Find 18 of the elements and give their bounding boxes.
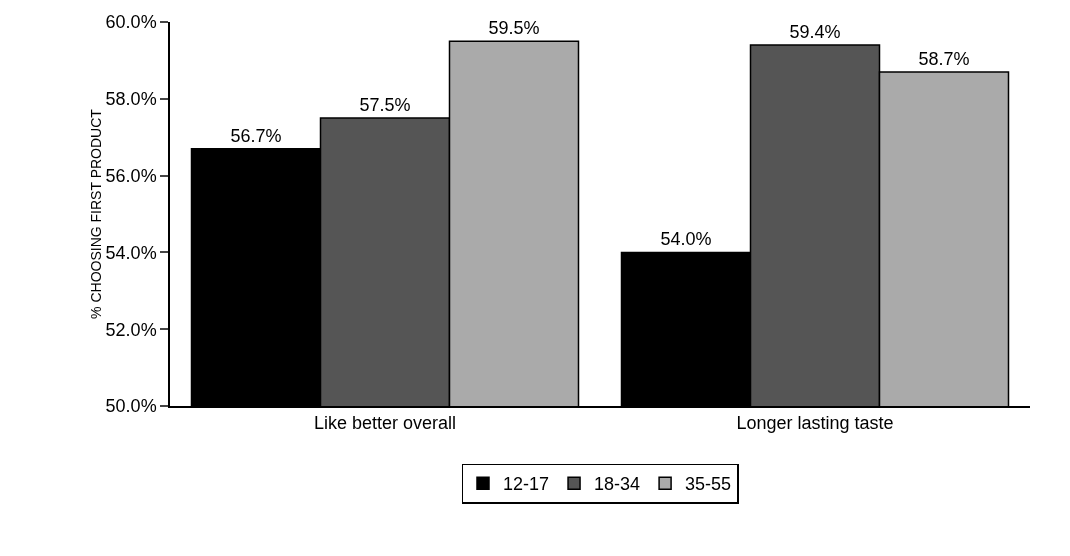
x-tick-label: Longer lasting taste xyxy=(736,413,894,434)
y-tick-label: 60.0% xyxy=(105,12,157,33)
y-tick-label: 50.0% xyxy=(105,396,157,417)
data-label: 59.4% xyxy=(789,22,841,43)
y-tick-label: 58.0% xyxy=(105,89,157,110)
legend-label: 18-34 xyxy=(594,474,641,495)
y-axis-title: % CHOOSING FIRST PRODUCT xyxy=(87,108,104,319)
data-label: 58.7% xyxy=(918,48,970,69)
data-label: 57.5% xyxy=(359,95,411,115)
y-tick-label: 52.0% xyxy=(105,319,157,340)
y-tick-label: 54.0% xyxy=(105,242,157,263)
x-tick-label: Like better overall xyxy=(313,413,457,434)
data-label: 54.0% xyxy=(660,229,712,250)
data-label: 59.5% xyxy=(488,18,540,39)
legend-label: 35-55 xyxy=(685,474,732,495)
legend-label: 12-17 xyxy=(503,474,550,495)
y-tick-label: 56.0% xyxy=(105,165,157,186)
data-label: 56.7% xyxy=(230,125,282,146)
